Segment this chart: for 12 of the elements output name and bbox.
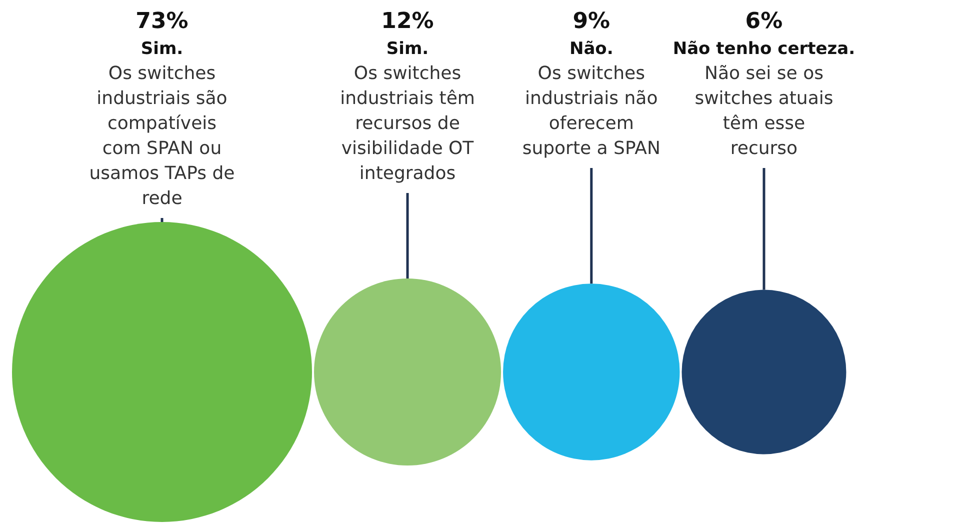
text: Os switches industriais são compatíveis com SPAN ou usamos TAPs de rede [89, 63, 235, 209]
category-label: Sim. [386, 39, 429, 59]
data-label: 12% [381, 9, 434, 34]
text: Os switches industriais têm recursos de visibilidade OT integrados [340, 63, 475, 184]
data-label: 73% [136, 9, 188, 34]
category-label: Não tenho certeza. [672, 39, 856, 59]
category-label: Não. [569, 39, 614, 59]
text: Os switches industriais não oferecem suporte a SPAN [522, 63, 660, 159]
data-label: 9% [572, 9, 610, 34]
category-label: Sim. [140, 39, 184, 59]
text: Não sei se os switches atuais têm esse recurso [694, 63, 834, 159]
data-label: 6% [745, 9, 783, 34]
